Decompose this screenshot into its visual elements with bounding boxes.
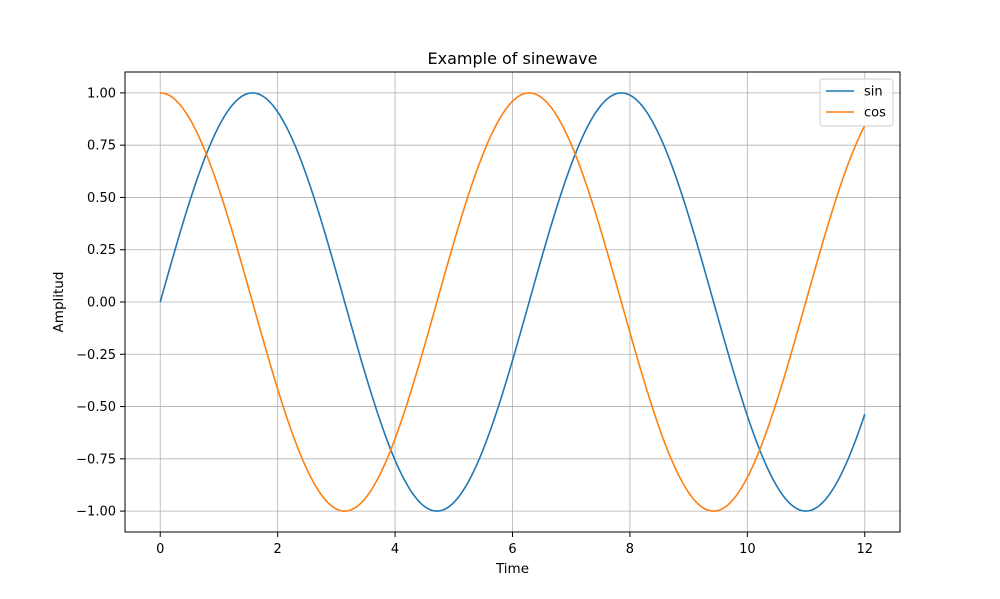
legend-label-cos: cos bbox=[864, 106, 886, 121]
legend-label-sin: sin bbox=[864, 85, 883, 100]
y-axis-title: Amplitud bbox=[51, 272, 67, 333]
series-line-sin bbox=[159, 92, 866, 512]
y-tick-label: 0.50 bbox=[87, 191, 116, 206]
x-tick-label: 4 bbox=[391, 542, 399, 557]
plot-lines bbox=[159, 92, 866, 512]
x-tick-label: 12 bbox=[856, 542, 873, 557]
x-tick-label: 2 bbox=[274, 542, 282, 557]
y-tick-label: 0.00 bbox=[87, 296, 116, 311]
axis-ticks: 0 2 4 6 8 10 12 −1.00 −0.75 −0.50 −0.25 0.00 0.25 0.5… bbox=[76, 86, 873, 557]
series-line-cos bbox=[160, 92, 866, 512]
x-tick-label: 0 bbox=[156, 542, 164, 557]
x-axis-title: Time bbox=[495, 561, 529, 577]
x-tick-label: 10 bbox=[739, 542, 756, 557]
y-tick-label: −0.50 bbox=[76, 400, 116, 415]
y-tick-label: −0.25 bbox=[76, 348, 116, 363]
y-tick-label: 0.75 bbox=[87, 139, 116, 154]
y-tick-label: 0.25 bbox=[87, 243, 116, 258]
chart-title: Example of sinewave bbox=[428, 49, 598, 68]
y-tick-label: 1.00 bbox=[87, 86, 116, 101]
y-tick-label: −0.75 bbox=[76, 452, 116, 467]
x-tick-label: 6 bbox=[508, 542, 516, 557]
x-tick-label: 8 bbox=[626, 542, 634, 557]
legend: sin cos bbox=[819, 78, 894, 127]
y-tick-label: −1.00 bbox=[76, 505, 116, 520]
grid bbox=[125, 72, 900, 532]
